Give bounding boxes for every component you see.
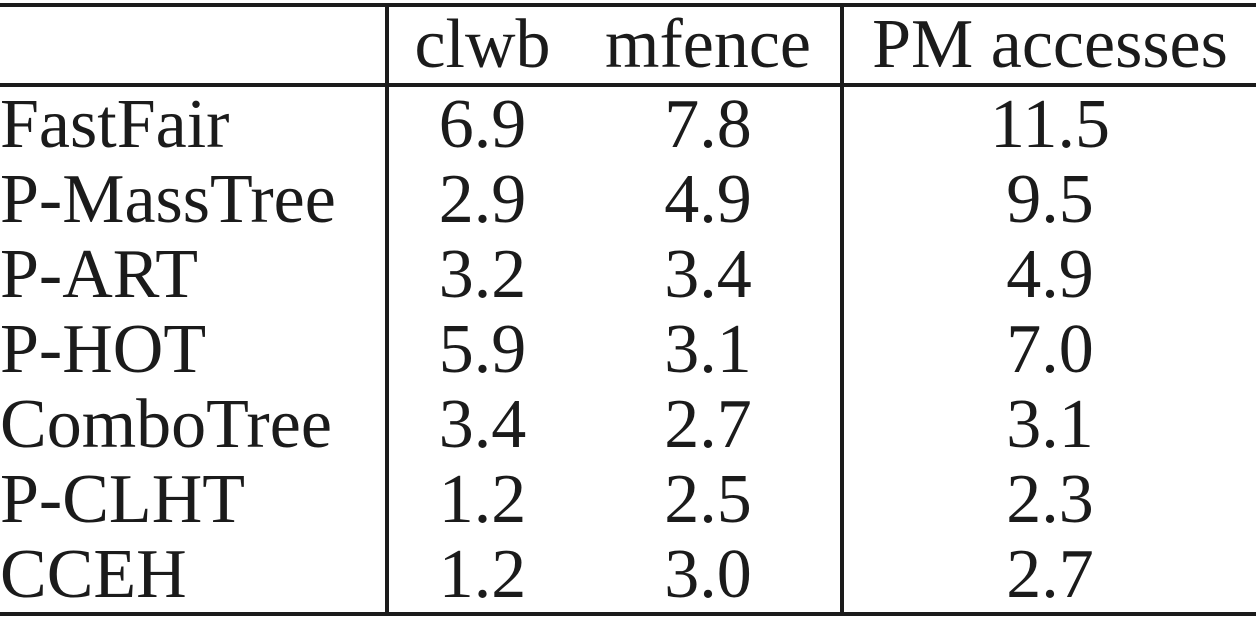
row-label: P-MassTree [0,162,389,237]
value-cell: 7.0 [1006,310,1094,388]
value-cell: 2.9 [438,160,527,238]
value-cell: 3.4 [438,385,527,463]
table-row: FastFair 6.9 7.8 11.5 [0,85,1256,162]
header-cell-pm-accesses: PM accesses [872,6,1228,83]
table-row: P-CLHT 1.2 2.5 2.3 [0,462,1256,537]
value-cell: 7.8 [576,85,844,162]
value-cell: 3.1 [576,312,844,387]
row-label: FastFair [0,85,389,162]
value-cell: 1.2 [438,535,527,613]
table-row: P-HOT 5.9 3.1 7.0 [0,312,1256,387]
table-row: ComboTree 3.4 2.7 3.1 [0,387,1256,462]
value-cell: 1.2 [438,460,527,538]
value-cell: 2.5 [576,462,844,537]
value-cell: 9.5 [1006,160,1094,238]
value-cell: 3.0 [576,537,844,614]
row-label: P-ART [0,237,389,312]
row-label: CCEH [0,537,389,614]
value-cell: 2.3 [1006,460,1094,538]
header-cell-mfence: mfence [576,5,844,85]
row-label: ComboTree [0,387,389,462]
value-cell: 2.7 [576,387,844,462]
header-cell-empty [0,5,389,85]
table-row: P-MassTree 2.9 4.9 9.5 [0,162,1256,237]
row-label: P-CLHT [0,462,389,537]
value-cell: 3.4 [576,237,844,312]
value-cell: 5.9 [438,310,527,388]
value-cell: 3.1 [1006,385,1094,463]
row-label: P-HOT [0,312,389,387]
table-row: P-ART 3.2 3.4 4.9 [0,237,1256,312]
results-table: clwb mfence PM accesses FastFair 6.9 7.8… [0,3,1256,616]
value-cell: 4.9 [576,162,844,237]
value-cell: 11.5 [990,85,1110,163]
table-row: CCEH 1.2 3.0 2.7 [0,537,1256,614]
value-cell: 4.9 [1006,235,1094,313]
header-row: clwb mfence PM accesses [0,5,1256,85]
value-cell: 3.2 [438,235,527,313]
value-cell: 2.7 [1006,535,1094,613]
value-cell: 6.9 [438,85,527,163]
header-cell-clwb: clwb [414,6,551,83]
